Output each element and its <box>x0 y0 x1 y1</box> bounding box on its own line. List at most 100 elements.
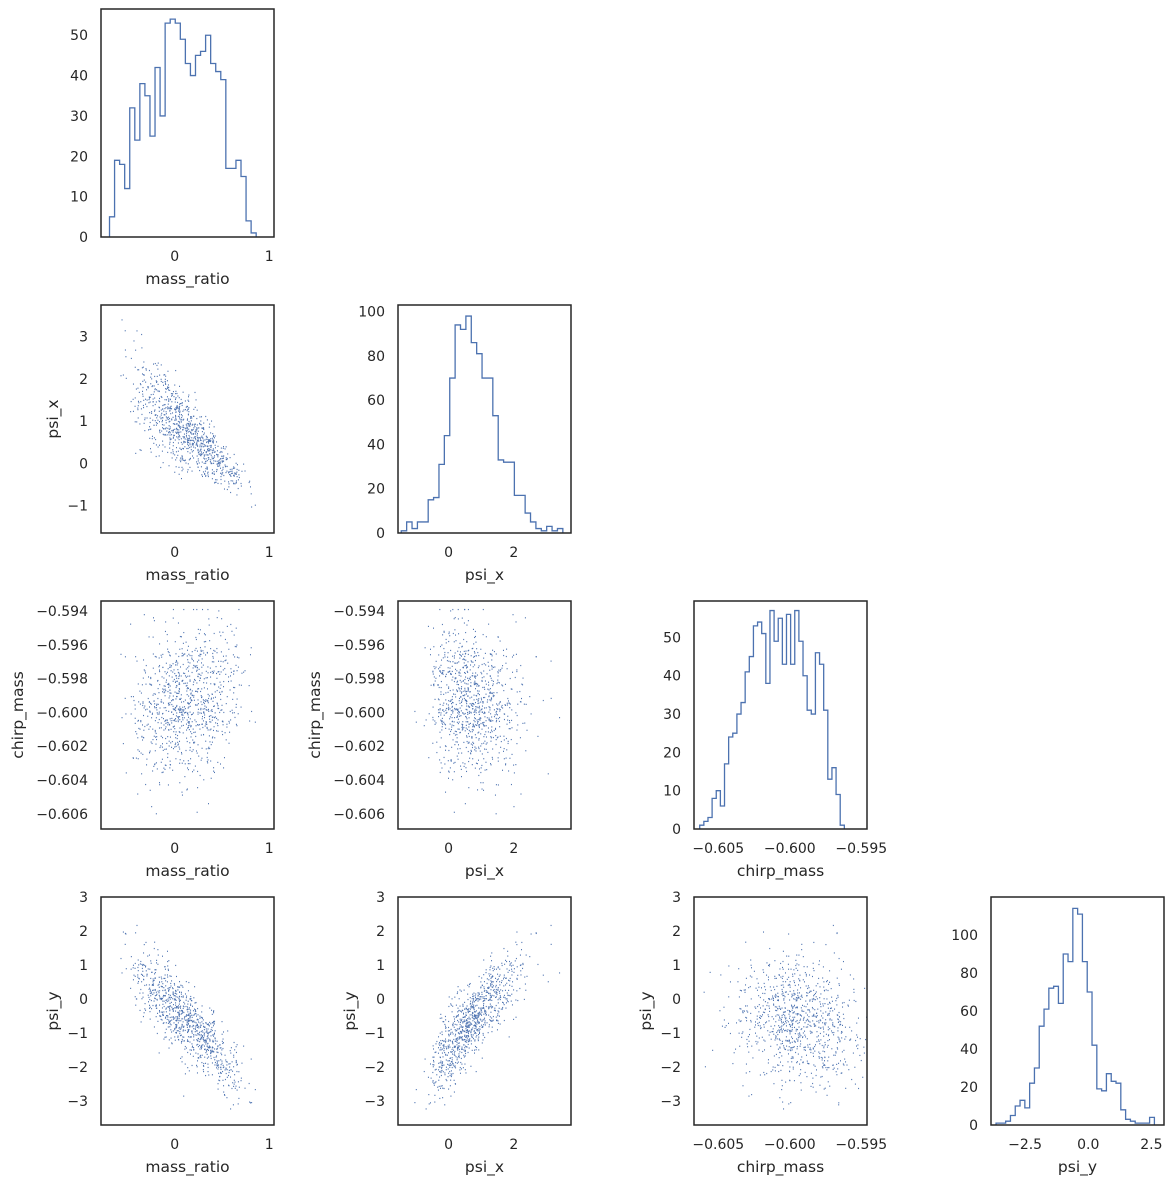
scatter-point <box>456 733 458 736</box>
scatter-point <box>193 699 195 701</box>
scatter-point <box>477 690 479 692</box>
y-axis-label: psi_y <box>341 991 360 1030</box>
scatter-point <box>208 618 210 620</box>
scatter-point <box>163 414 165 416</box>
scatter-point <box>457 1047 459 1049</box>
scatter-point <box>795 1007 797 1009</box>
scatter-point <box>513 971 515 973</box>
scatter-point <box>178 1020 180 1022</box>
scatter-point <box>438 1062 440 1064</box>
scatter-point <box>207 762 209 764</box>
scatter-point <box>483 1004 485 1006</box>
scatter-point <box>475 1049 477 1051</box>
scatter-point <box>459 1066 461 1069</box>
scatter-point <box>175 1032 177 1034</box>
scatter-point <box>462 1026 464 1028</box>
scatter-point <box>221 618 223 620</box>
scatter-point <box>199 416 201 418</box>
scatter-point <box>195 430 197 432</box>
scatter-point <box>178 473 180 475</box>
scatter-point <box>481 788 483 790</box>
scatter-point <box>212 433 214 435</box>
scatter-point <box>178 692 180 695</box>
scatter-point <box>165 719 167 721</box>
scatter-point <box>751 976 753 978</box>
scatter-point <box>142 366 144 368</box>
scatter-point <box>470 1022 472 1025</box>
scatter-point <box>200 420 202 422</box>
scatter-point <box>179 403 181 405</box>
histogram-step-line <box>400 315 564 533</box>
scatter-point <box>214 737 216 739</box>
scatter-point <box>186 430 188 433</box>
scatter-point <box>492 1015 494 1018</box>
scatter-point <box>205 1039 207 1041</box>
scatter-point <box>461 1036 463 1038</box>
scatter-point <box>465 715 467 718</box>
scatter-point <box>497 973 499 975</box>
scatter-point <box>165 1028 167 1030</box>
scatter-point <box>215 722 217 724</box>
scatter-point <box>197 691 199 693</box>
y-tick-label: −0.604 <box>333 773 385 789</box>
scatter-point <box>193 440 195 442</box>
scatter-point <box>435 722 437 724</box>
scatter-point <box>217 445 219 447</box>
scatter-point <box>157 419 159 421</box>
scatter-point <box>429 1063 431 1065</box>
scatter-point <box>167 753 169 755</box>
scatter-point <box>196 461 198 463</box>
x-tick-label: 0 <box>444 1137 453 1153</box>
y-axis-label: chirp_mass <box>306 671 325 758</box>
scatter-point <box>453 657 455 659</box>
scatter-point <box>212 436 214 438</box>
scatter-point <box>520 793 522 795</box>
scatter-point <box>503 985 505 987</box>
scatter-point <box>213 437 215 439</box>
scatter-point <box>147 387 149 389</box>
scatter-point <box>132 398 134 400</box>
scatter-point <box>823 998 825 1000</box>
scatter-point <box>241 1062 243 1064</box>
scatter-point <box>460 1036 462 1038</box>
scatter-point <box>197 770 199 773</box>
scatter-point <box>472 744 474 746</box>
scatter-point <box>177 741 179 743</box>
scatter-point <box>463 1019 465 1021</box>
scatter-point <box>163 428 164 430</box>
scatter-point <box>442 1039 444 1042</box>
scatter-point <box>179 1010 181 1012</box>
scatter-point <box>203 432 205 434</box>
scatter-point <box>207 693 209 696</box>
scatter-point <box>441 644 443 646</box>
scatter-point <box>177 669 179 671</box>
scatter-point <box>508 979 509 981</box>
scatter-point <box>193 1034 195 1036</box>
scatter-point <box>443 1047 445 1050</box>
scatter-point <box>174 718 176 721</box>
scatter-point <box>164 768 166 771</box>
scatter-point <box>206 1057 208 1059</box>
y-tick-label: 40 <box>367 437 385 453</box>
scatter-point <box>149 992 151 994</box>
scatter-point <box>775 995 777 997</box>
scatter-point <box>478 694 480 696</box>
scatter-point <box>161 396 163 399</box>
scatter-point <box>485 664 487 666</box>
scatter-point <box>164 688 166 690</box>
scatter-point <box>179 1006 181 1008</box>
scatter-point <box>172 680 174 682</box>
scatter-point <box>201 1021 203 1023</box>
scatter-point <box>145 1009 147 1011</box>
scatter-point <box>150 999 152 1002</box>
scatter-point <box>827 1026 829 1028</box>
scatter-point <box>217 703 219 705</box>
scatter-point <box>511 1004 513 1006</box>
scatter-point <box>169 443 171 445</box>
scatter-point <box>193 997 195 999</box>
scatter-point <box>175 661 177 663</box>
scatter-point <box>442 1021 444 1023</box>
scatter-point <box>459 654 461 656</box>
scatter-point <box>468 1023 470 1026</box>
scatter-point <box>139 992 141 994</box>
